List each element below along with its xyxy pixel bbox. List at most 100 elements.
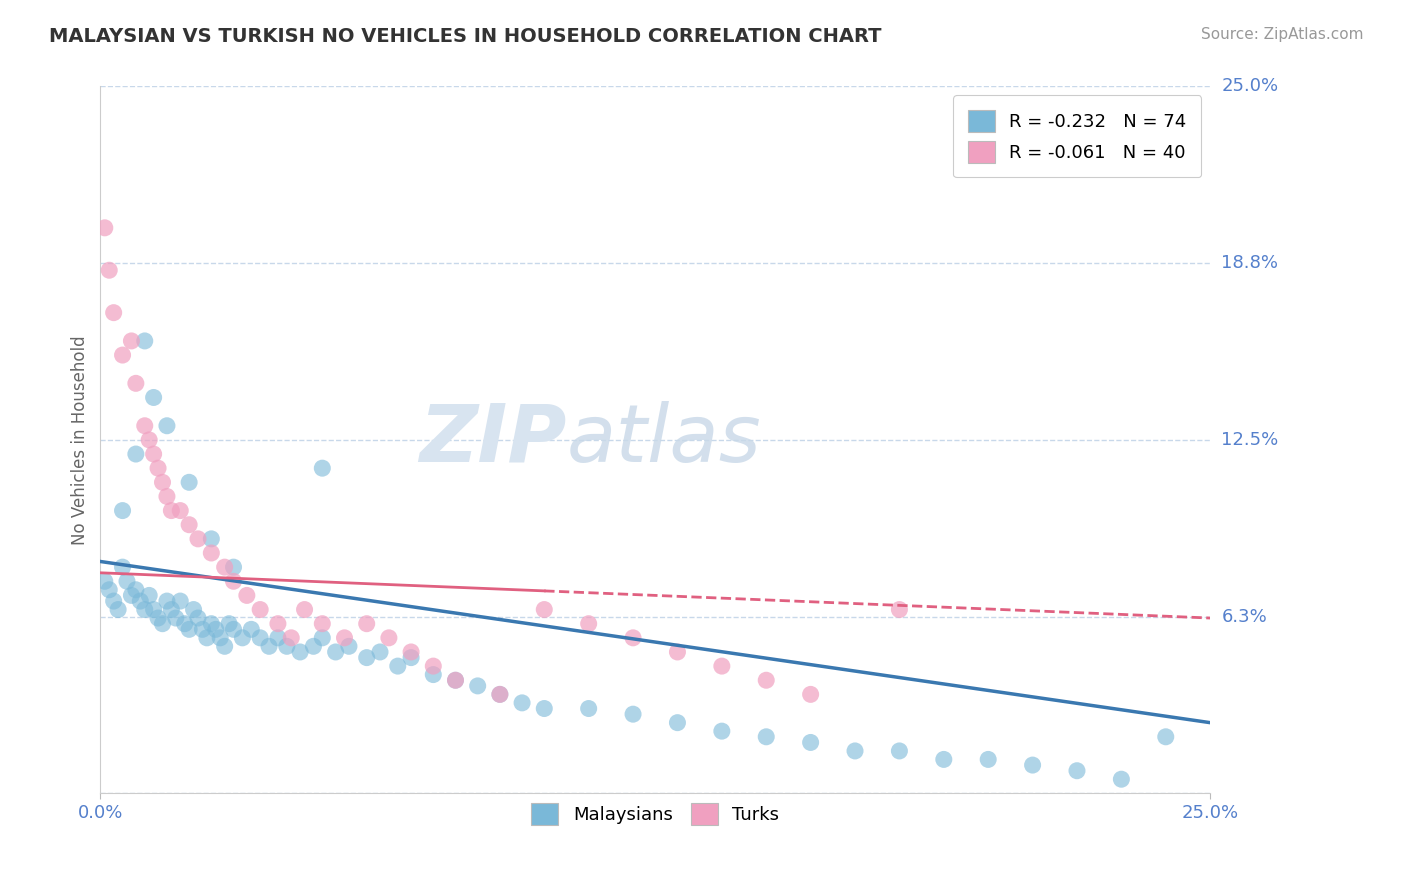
Point	[94, 220, 117, 235]
Point	[214, 640, 236, 654]
Point	[755, 730, 778, 744]
Point	[533, 602, 555, 616]
Point	[236, 589, 259, 603]
Text: Source: ZipAtlas.com: Source: ZipAtlas.com	[1201, 27, 1364, 42]
Point	[578, 616, 600, 631]
Point	[187, 611, 209, 625]
Point	[800, 687, 823, 701]
Point	[240, 623, 263, 637]
Point	[267, 616, 290, 631]
Point	[200, 532, 222, 546]
Point	[666, 715, 689, 730]
Text: 25.0%: 25.0%	[1222, 78, 1278, 95]
Point	[120, 589, 142, 603]
Point	[169, 594, 191, 608]
Point	[169, 503, 191, 517]
Point	[152, 475, 174, 490]
Point	[1111, 772, 1133, 787]
Point	[222, 560, 245, 574]
Point	[267, 631, 290, 645]
Point	[710, 659, 733, 673]
Point	[103, 594, 125, 608]
Point	[134, 602, 156, 616]
Point	[103, 306, 125, 320]
Point	[107, 602, 129, 616]
Point	[209, 631, 232, 645]
Point	[621, 631, 644, 645]
Point	[977, 752, 1000, 766]
Text: atlas: atlas	[567, 401, 761, 479]
Point	[218, 616, 240, 631]
Point	[800, 735, 823, 749]
Point	[368, 645, 391, 659]
Point	[111, 503, 134, 517]
Point	[422, 659, 444, 673]
Text: 18.8%: 18.8%	[1222, 254, 1278, 272]
Point	[111, 348, 134, 362]
Point	[288, 645, 311, 659]
Point	[467, 679, 489, 693]
Point	[710, 724, 733, 739]
Point	[142, 602, 165, 616]
Point	[125, 376, 148, 391]
Text: MALAYSIAN VS TURKISH NO VEHICLES IN HOUSEHOLD CORRELATION CHART: MALAYSIAN VS TURKISH NO VEHICLES IN HOUS…	[49, 27, 882, 45]
Point	[337, 640, 360, 654]
Point	[249, 631, 271, 645]
Point	[179, 517, 201, 532]
Legend: Malaysians, Turks: Malaysians, Turks	[522, 794, 789, 834]
Point	[311, 461, 333, 475]
Point	[378, 631, 401, 645]
Point	[356, 650, 378, 665]
Point	[356, 616, 378, 631]
Point	[156, 594, 179, 608]
Point	[325, 645, 347, 659]
Point	[183, 602, 205, 616]
Point	[111, 560, 134, 574]
Point	[134, 334, 156, 348]
Point	[249, 602, 271, 616]
Point	[152, 616, 174, 631]
Point	[191, 623, 214, 637]
Point	[444, 673, 467, 688]
Point	[98, 263, 121, 277]
Point	[889, 602, 911, 616]
Point	[578, 701, 600, 715]
Point	[214, 560, 236, 574]
Point	[200, 616, 222, 631]
Point	[179, 623, 201, 637]
Point	[138, 589, 160, 603]
Text: 6.3%: 6.3%	[1222, 607, 1267, 625]
Point	[156, 418, 179, 433]
Point	[510, 696, 533, 710]
Point	[755, 673, 778, 688]
Point	[311, 616, 333, 631]
Point	[231, 631, 253, 645]
Point	[222, 623, 245, 637]
Point	[98, 582, 121, 597]
Point	[146, 611, 169, 625]
Point	[125, 447, 148, 461]
Point	[302, 640, 325, 654]
Point	[138, 433, 160, 447]
Point	[195, 631, 218, 645]
Point	[422, 667, 444, 681]
Point	[165, 611, 187, 625]
Point	[142, 391, 165, 405]
Point	[294, 602, 316, 616]
Point	[94, 574, 117, 589]
Point	[257, 640, 280, 654]
Point	[1066, 764, 1088, 778]
Point	[134, 418, 156, 433]
Point	[889, 744, 911, 758]
Point	[187, 532, 209, 546]
Point	[160, 602, 183, 616]
Text: 12.5%: 12.5%	[1222, 431, 1278, 449]
Point	[115, 574, 138, 589]
Point	[533, 701, 555, 715]
Point	[489, 687, 512, 701]
Point	[444, 673, 467, 688]
Point	[387, 659, 409, 673]
Point	[932, 752, 955, 766]
Point	[844, 744, 866, 758]
Point	[666, 645, 689, 659]
